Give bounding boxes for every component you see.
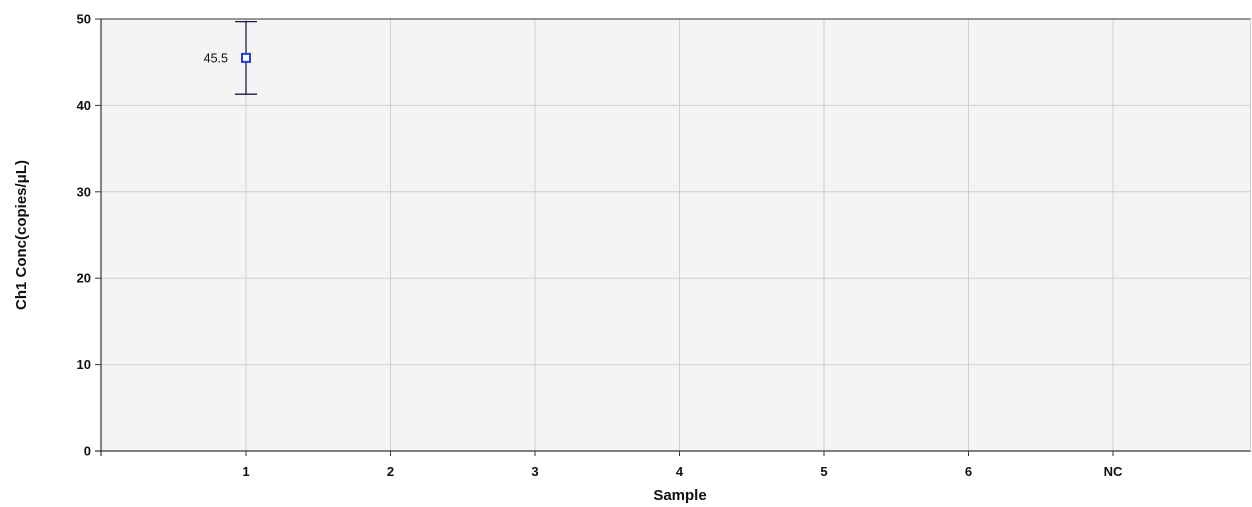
x-tick-label: 1 xyxy=(242,464,249,479)
y-tick-label: 0 xyxy=(84,444,91,459)
axes xyxy=(95,18,1251,456)
x-tick-label: 3 xyxy=(531,464,538,479)
y-tick-label: 50 xyxy=(77,12,91,27)
data-point-marker xyxy=(241,52,251,63)
y-tick-label: 10 xyxy=(77,357,91,372)
data-points: 45.5 xyxy=(204,20,257,95)
plot-area xyxy=(101,19,1251,451)
x-tick-label: 4 xyxy=(676,464,684,479)
x-tick-label: NC xyxy=(1104,464,1123,479)
x-tick-label: 5 xyxy=(820,464,827,479)
y-tick-label: 30 xyxy=(77,184,91,199)
tick-labels: 0 10 20 30 40 50 1 2 3 4 5 6 NC xyxy=(77,12,1123,480)
data-point-label: 45.5 xyxy=(204,51,228,65)
x-tick-label: 6 xyxy=(965,464,972,479)
x-axis-title: Sample xyxy=(653,487,706,504)
x-tick-label: 2 xyxy=(387,464,394,479)
y-tick-label: 40 xyxy=(77,98,91,113)
y-axis-title: Ch1 Conc(copies/μL) xyxy=(13,160,30,310)
y-tick-label: 20 xyxy=(77,271,91,286)
